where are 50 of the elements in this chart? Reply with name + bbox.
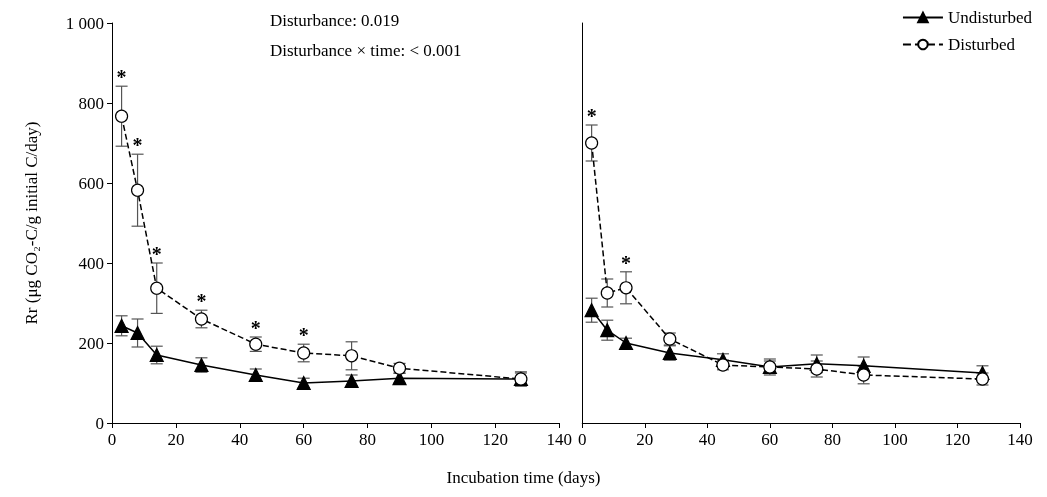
- legend-label: Disturbed: [947, 35, 1016, 54]
- point: [584, 303, 599, 318]
- point: [150, 281, 164, 295]
- point: [619, 281, 633, 295]
- point: [248, 367, 263, 383]
- point: [114, 318, 129, 333]
- x-tick-label: 120: [482, 430, 509, 449]
- x-tick-label: 0: [578, 430, 587, 449]
- x-axis-title: Incubation time (days): [445, 468, 602, 488]
- annotation: *: [151, 243, 162, 265]
- x-tick-label: 140: [1007, 430, 1033, 449]
- point: [130, 183, 145, 197]
- x-tick-label: 20: [636, 430, 654, 449]
- x-tick-label: 60: [761, 430, 779, 449]
- point: [115, 109, 129, 123]
- point: [618, 335, 634, 351]
- y-tick-label: 0: [95, 413, 104, 433]
- point: [130, 325, 145, 341]
- point: [344, 373, 359, 389]
- y-tick-label: 200: [78, 333, 104, 353]
- x-tick-label: 140: [546, 430, 572, 449]
- y-tick-label: 800: [78, 93, 104, 113]
- annotation: *: [132, 134, 143, 157]
- x-tick-label: 120: [944, 430, 971, 449]
- annotation: *: [116, 66, 127, 89]
- annotation: *: [298, 324, 309, 347]
- x-tick-label: 80: [823, 430, 841, 449]
- legend-label: Undisturbed: [947, 8, 1033, 27]
- point: [345, 349, 359, 363]
- x-tick-label: 80: [359, 430, 377, 449]
- x-tick-label: 0: [107, 430, 117, 449]
- x-tick-label: 20: [167, 430, 185, 449]
- x-tick-label: 40: [231, 430, 249, 449]
- annotation: *: [250, 317, 261, 339]
- x-tick-label: 100: [882, 430, 908, 449]
- x-tick-label: 100: [418, 430, 445, 449]
- x-tick-label: 60: [295, 430, 313, 449]
- x-tick-label: 40: [698, 430, 716, 449]
- annotation: Disturbance × time: < 0.001: [270, 41, 462, 60]
- annotation: Disturbance: 0.019: [270, 11, 400, 30]
- point: [600, 323, 615, 338]
- annotation: *: [586, 105, 597, 127]
- y-axis-title: Rr (μg CO₂-C/g initial C/day): [22, 121, 41, 325]
- annotation: *: [196, 290, 207, 313]
- y-tick-label: 400: [78, 253, 104, 273]
- y-tick-label: 600: [78, 173, 104, 193]
- point: [585, 136, 599, 150]
- y-tick-label: 1 000: [65, 13, 104, 33]
- annotation: *: [621, 251, 632, 274]
- point: [600, 286, 614, 300]
